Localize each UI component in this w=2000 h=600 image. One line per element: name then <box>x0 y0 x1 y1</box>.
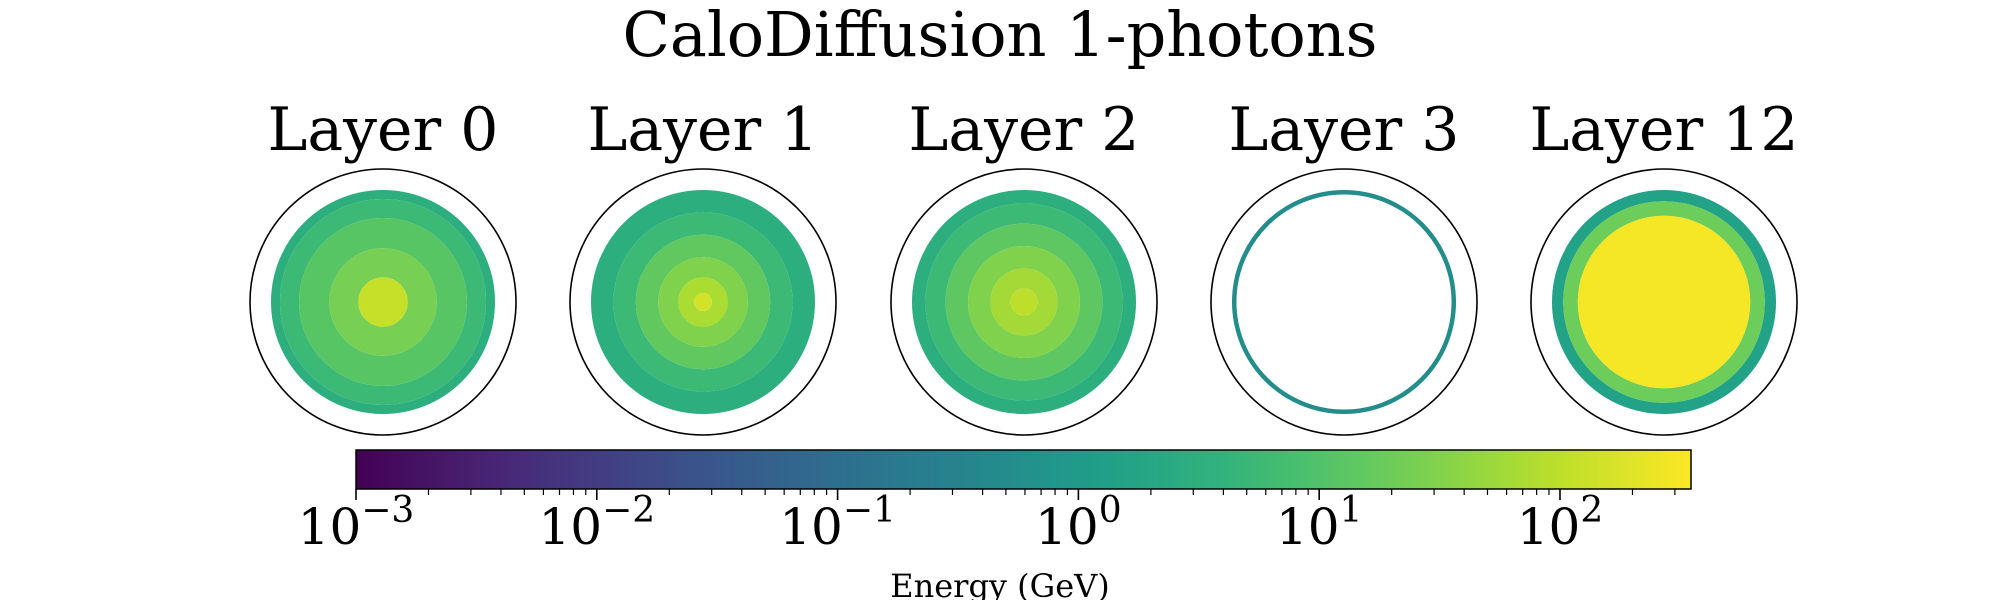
layer-panel: Layer 3 <box>1210 95 1478 436</box>
chart-title: CaloDiffusion 1-photons <box>622 0 1377 71</box>
colorbar-tick-label: 10−2 <box>538 490 655 556</box>
layer-panels: Layer 0 Layer 1 Layer 2 Layer 3 Layer 12 <box>249 95 1799 436</box>
energy-ring <box>358 277 408 327</box>
energy-ring <box>591 189 816 415</box>
energy-ring <box>911 190 1136 414</box>
layer-title: Layer 0 <box>268 95 499 165</box>
colorbar-gradient <box>355 449 1692 490</box>
energy-ring <box>1551 190 1776 415</box>
energy-ring <box>635 234 771 370</box>
energy-ring <box>1577 215 1751 389</box>
layer-panel: Layer 0 <box>249 95 517 436</box>
energy-ring <box>945 223 1103 381</box>
energy-ring <box>694 293 712 311</box>
energy-ring <box>968 246 1081 359</box>
energy-ring <box>279 198 487 406</box>
energy-ring <box>271 190 496 415</box>
energy-ring <box>613 212 793 392</box>
layer-title: Layer 2 <box>909 95 1140 165</box>
energy-ring <box>1231 189 1456 414</box>
colorbar-tick-label: 100 <box>1035 490 1122 556</box>
layer-title: Layer 1 <box>588 95 819 165</box>
energy-ring <box>925 203 1123 401</box>
colorbar-label: Energy (GeV) <box>890 567 1110 600</box>
energy-ring <box>298 217 467 386</box>
layer-panel: Layer 1 <box>569 95 837 436</box>
energy-ring <box>658 257 748 347</box>
colorbar-tick-label: 102 <box>1517 490 1604 556</box>
energy-ring <box>1010 288 1038 316</box>
colorbar-tick-label: 10−1 <box>779 490 896 556</box>
energy-ring <box>678 277 728 327</box>
layer-outline <box>1210 168 1478 436</box>
energy-ring <box>329 248 437 356</box>
layer-title: Layer 3 <box>1229 95 1460 165</box>
layer-title: Layer 12 <box>1529 95 1798 165</box>
colorbar: 10−3 10−2 10−1 100 101 102 <box>298 449 1692 556</box>
energy-ring <box>990 268 1058 336</box>
colorbar-tick-label: 10−3 <box>298 490 415 556</box>
colorbar-tick-label: 101 <box>1276 490 1363 556</box>
layer-panel: Layer 2 <box>890 95 1158 436</box>
layer-panel: Layer 12 <box>1529 95 1799 436</box>
energy-ring <box>1563 201 1765 403</box>
